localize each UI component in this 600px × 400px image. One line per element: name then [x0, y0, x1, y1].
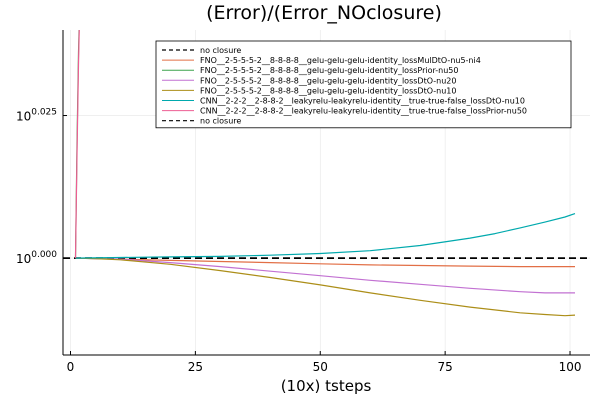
- y-tick-base: 10: [16, 110, 31, 124]
- axes: [62, 30, 590, 356]
- legend-entry: FNO__2-5-5-5-2__8-8-8-8__gelu-gelu-gelu-…: [200, 76, 456, 85]
- y-tick-label: 100.025: [16, 108, 57, 124]
- legend-box: [155, 40, 572, 129]
- legend-entry: FNO__2-5-5-5-2__8-8-8-8__gelu-gelu-gelu-…: [200, 66, 459, 75]
- x-axis-label: (10x) tsteps: [281, 377, 372, 395]
- x-tick-label: 25: [188, 360, 203, 374]
- x-tick-label: 50: [313, 360, 328, 374]
- x-tick-label: 100: [559, 360, 582, 374]
- y-tick-label: 100.000: [16, 250, 57, 266]
- y-tick-base: 10: [16, 252, 31, 266]
- legend: no closureFNO__2-5-5-5-2__8-8-8-8__gelu-…: [155, 40, 572, 129]
- series-layer: [63, 30, 590, 317]
- y-tick-exponent: 0.000: [31, 250, 57, 260]
- legend-entry: CNN__2-2-2__2-8-8-2__leakyrelu-leakyrelu…: [200, 97, 525, 106]
- legend-entry: FNO__2-5-5-5-2__8-8-8-8__gelu-gelu-gelu-…: [200, 86, 456, 95]
- legend-entry: CNN__2-2-2__2-8-8-2__leakyrelu-leakyrelu…: [200, 107, 527, 116]
- legend-entry: no closure: [200, 117, 241, 126]
- series-line-6: [75, 213, 576, 259]
- x-tick-label: 0: [67, 360, 75, 374]
- legend-entry: no closure: [200, 46, 241, 55]
- x-tick-label: 75: [437, 360, 452, 374]
- series-line-7: [74, 30, 80, 259]
- series-line-5: [75, 257, 576, 317]
- x-ticks: 0 25 50 75 100: [67, 351, 582, 374]
- legend-entry: FNO__2-5-5-5-2__8-8-8-8__gelu-gelu-gelu-…: [200, 56, 481, 65]
- y-tick-exponent: 0.025: [31, 108, 57, 118]
- chart-title: (Error)/(Error_NOclosure): [206, 2, 442, 24]
